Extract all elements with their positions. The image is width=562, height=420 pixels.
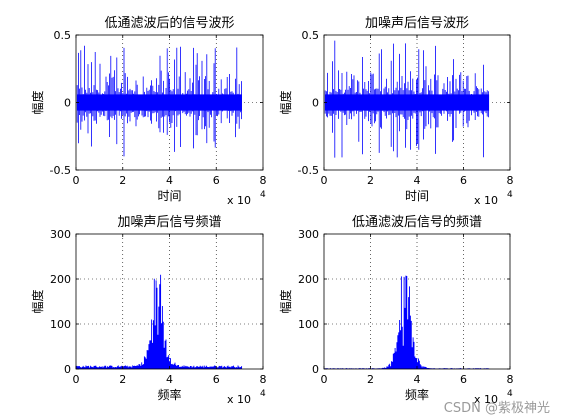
x-tick-label: 6 [213,174,220,187]
y-axis-label: 幅度 [30,289,45,313]
x-exponent-base: x 10 [227,194,251,207]
chart-title: 加噪声后信号波形 [365,16,469,31]
x-tick-label: 4 [166,174,173,187]
y-tick-label: 0.5 [302,29,320,42]
x-axis-label: 频率 [405,387,429,402]
x-axis-label: 频率 [157,387,181,402]
x-tick-label: 8 [507,373,514,386]
x-exponent-power: 4 [507,389,513,399]
y-tick-label: 300 [298,228,319,241]
x-tick-label: 8 [260,174,267,187]
y-tick-label: 0.5 [54,29,72,42]
x-tick-label: 2 [367,174,374,187]
y-tick-label: 0 [312,363,319,376]
x-tick-label: 2 [119,373,126,386]
y-axis-label: 幅度 [30,90,45,114]
x-tick-label: 4 [414,373,421,386]
y-tick-label: 0 [64,97,71,110]
x-tick-label: 0 [321,373,328,386]
watermark-text: CSDN @紫极神光 [443,401,550,416]
x-tick-label: 8 [507,174,514,187]
x-exponent-base: x 10 [474,393,498,406]
y-tick-label: 0 [312,97,319,110]
x-tick-label: 0 [73,373,80,386]
chart-title: 加噪声后信号频谱 [117,215,221,230]
y-tick-label: 0 [64,363,71,376]
x-tick-label: 4 [414,174,421,187]
y-tick-label: -0.5 [298,164,319,177]
x-exponent-power: 4 [507,190,513,200]
chart-title: 低通滤波后信号的频谱 [352,214,482,230]
y-tick-label: 200 [50,273,71,286]
x-tick-label: 0 [73,174,80,187]
y-tick-label: -0.5 [50,164,71,177]
x-axis-label: 时间 [157,189,181,203]
x-exponent-base: x 10 [474,194,498,207]
y-axis-label: 幅度 [278,90,293,114]
x-tick-label: 8 [260,373,267,386]
chart-title: 低通滤波后的信号波形 [104,15,234,31]
x-tick-label: 4 [166,373,173,386]
x-exponent-power: 4 [260,190,266,200]
x-tick-label: 6 [460,373,467,386]
waveform-series [76,45,242,157]
x-tick-label: 6 [213,373,220,386]
y-tick-label: 100 [298,318,319,331]
y-axis-label: 幅度 [278,289,293,313]
x-exponent-power: 4 [260,389,266,399]
waveform-series [324,40,489,158]
x-tick-label: 2 [119,174,126,187]
y-tick-label: 200 [298,273,319,286]
x-axis-label: 时间 [405,189,429,203]
x-exponent-base: x 10 [227,393,251,406]
x-tick-label: 0 [321,174,328,187]
x-tick-label: 2 [367,373,374,386]
x-tick-label: 6 [460,174,467,187]
y-tick-label: 100 [50,318,71,331]
y-tick-label: 300 [50,228,71,241]
